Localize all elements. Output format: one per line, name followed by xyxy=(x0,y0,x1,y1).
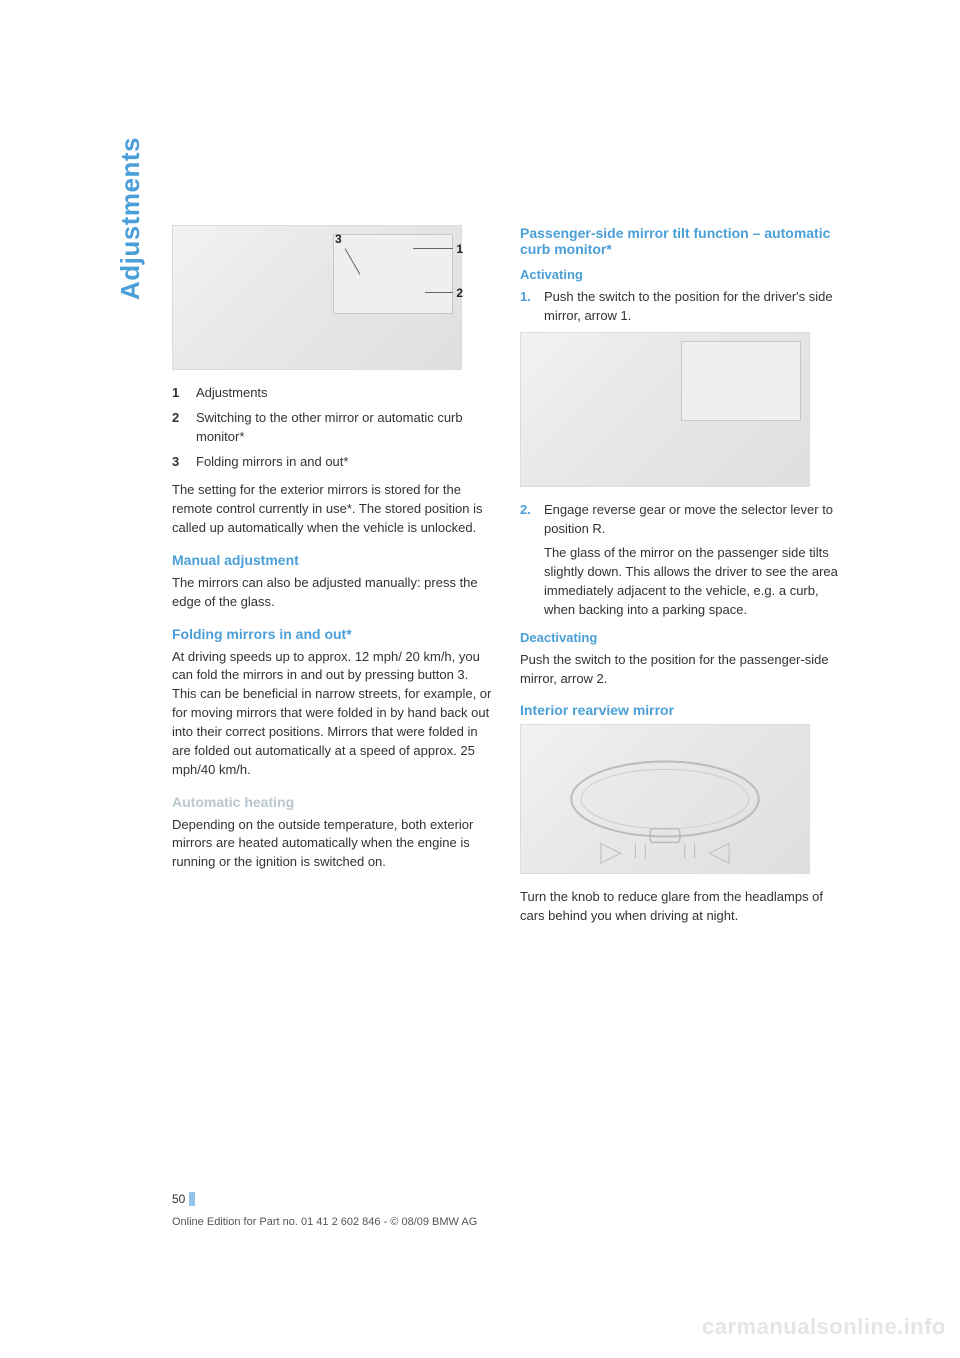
legend-num: 1 xyxy=(172,384,184,403)
step-num-spacer xyxy=(520,544,532,619)
legend-text: Folding mirrors in and out* xyxy=(196,453,492,472)
step-num: 1. xyxy=(520,288,532,326)
legend-num: 3 xyxy=(172,453,184,472)
callout-lead xyxy=(425,292,453,293)
legend-num: 2 xyxy=(172,409,184,447)
paragraph: Depending on the outside temperature, bo… xyxy=(172,816,492,873)
right-column: Passenger-side mirror tilt function – au… xyxy=(520,225,840,936)
figure-inset xyxy=(333,234,453,314)
mirror-illustration xyxy=(521,725,809,873)
paragraph: The setting for the exterior mirrors is … xyxy=(172,481,492,538)
step-text: Push the switch to the position for the … xyxy=(544,288,840,326)
paragraph: Push the switch to the position for the … xyxy=(520,651,840,689)
callout-lead xyxy=(413,248,453,249)
heading-activating: Activating xyxy=(520,267,840,282)
step-text: The glass of the mirror on the passenger… xyxy=(544,544,840,619)
heading-interior-mirror: Interior rearview mirror xyxy=(520,702,840,718)
heading-tilt-function: Passenger-side mirror tilt function – au… xyxy=(520,225,840,257)
legend-item: 3 Folding mirrors in and out* xyxy=(172,453,492,472)
step-text: Engage reverse gear or move the selector… xyxy=(544,501,840,539)
heading-manual-adjustment: Manual adjustment xyxy=(172,552,492,568)
paragraph: At driving speeds up to approx. 12 mph/ … xyxy=(172,648,492,780)
left-column: 1 2 3 1 Adjustments 2 Switching to the o… xyxy=(172,225,492,936)
page-tab xyxy=(189,1192,195,1206)
paragraph: Turn the knob to reduce glare from the h… xyxy=(520,888,840,926)
legend-item: 2 Switching to the other mirror or autom… xyxy=(172,409,492,447)
legend-text: Adjustments xyxy=(196,384,492,403)
content-columns: 1 2 3 1 Adjustments 2 Switching to the o… xyxy=(172,225,842,936)
legend-list: 1 Adjustments 2 Switching to the other m… xyxy=(172,384,492,471)
step-item: 1. Push the switch to the position for t… xyxy=(520,288,840,326)
figure-inset xyxy=(681,341,801,421)
legend-item: 1 Adjustments xyxy=(172,384,492,403)
callout-3: 3 xyxy=(335,232,342,246)
heading-deactivating: Deactivating xyxy=(520,630,840,645)
heading-automatic-heating: Automatic heating xyxy=(172,794,492,810)
figure-mirror-switch xyxy=(520,332,810,487)
page-number-wrap: 50 xyxy=(172,1192,195,1206)
manual-page: Adjustments 1 2 3 1 Adjustments 2 S xyxy=(0,0,960,1358)
figure-mirror-controls: 1 2 3 xyxy=(172,225,462,370)
section-label: Adjustments xyxy=(115,137,146,300)
legend-text: Switching to the other mirror or automat… xyxy=(196,409,492,447)
step-item: 2. Engage reverse gear or move the selec… xyxy=(520,501,840,539)
step-num: 2. xyxy=(520,501,532,539)
heading-folding-mirrors: Folding mirrors in and out* xyxy=(172,626,492,642)
callout-1: 1 xyxy=(456,242,463,256)
page-number: 50 xyxy=(172,1192,189,1206)
step-continuation: The glass of the mirror on the passenger… xyxy=(520,544,840,619)
paragraph: The mirrors can also be adjusted manuall… xyxy=(172,574,492,612)
footer-text: Online Edition for Part no. 01 41 2 602 … xyxy=(172,1216,477,1228)
watermark: carmanualsonline.info xyxy=(702,1314,946,1340)
figure-interior-mirror xyxy=(520,724,810,874)
callout-2: 2 xyxy=(456,286,463,300)
